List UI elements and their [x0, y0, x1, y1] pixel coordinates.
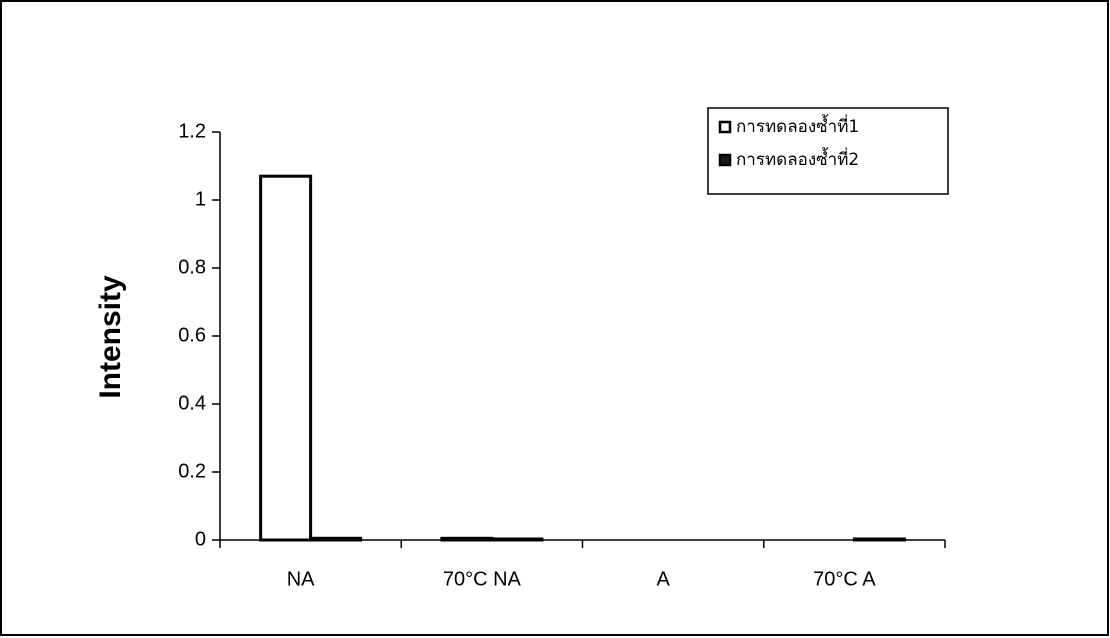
y-tick-label: 0.8	[178, 256, 206, 278]
y-tick-label: 1.2	[178, 120, 206, 142]
y-tick-label: 0.2	[178, 460, 206, 482]
y-tick-label: 0.6	[178, 324, 206, 346]
y-tick-label: 0	[195, 528, 206, 550]
x-tick-label: A	[656, 568, 670, 590]
legend-swatch	[718, 120, 732, 134]
legend-label: การทดลองซ้ำที่1	[736, 114, 859, 137]
bar	[259, 174, 313, 542]
bar	[490, 537, 544, 542]
x-tick-label: 70°C NA	[443, 568, 522, 590]
x-tick-label: 70°C A	[813, 568, 876, 590]
bar	[852, 537, 906, 542]
x-tick-label: NA	[287, 568, 315, 590]
y-tick-label: 1	[195, 188, 206, 210]
legend-swatch	[718, 153, 732, 167]
bar	[309, 536, 363, 542]
y-tick-label: 0.4	[178, 392, 206, 414]
legend-box	[707, 107, 949, 195]
y-axis-title: Intensity	[94, 275, 127, 399]
bar	[440, 536, 494, 542]
legend: การทดลองซ้ำที่1 การทดลองซ้ำที่2	[707, 107, 949, 195]
legend-label: การทดลองซ้ำที่2	[736, 147, 859, 170]
